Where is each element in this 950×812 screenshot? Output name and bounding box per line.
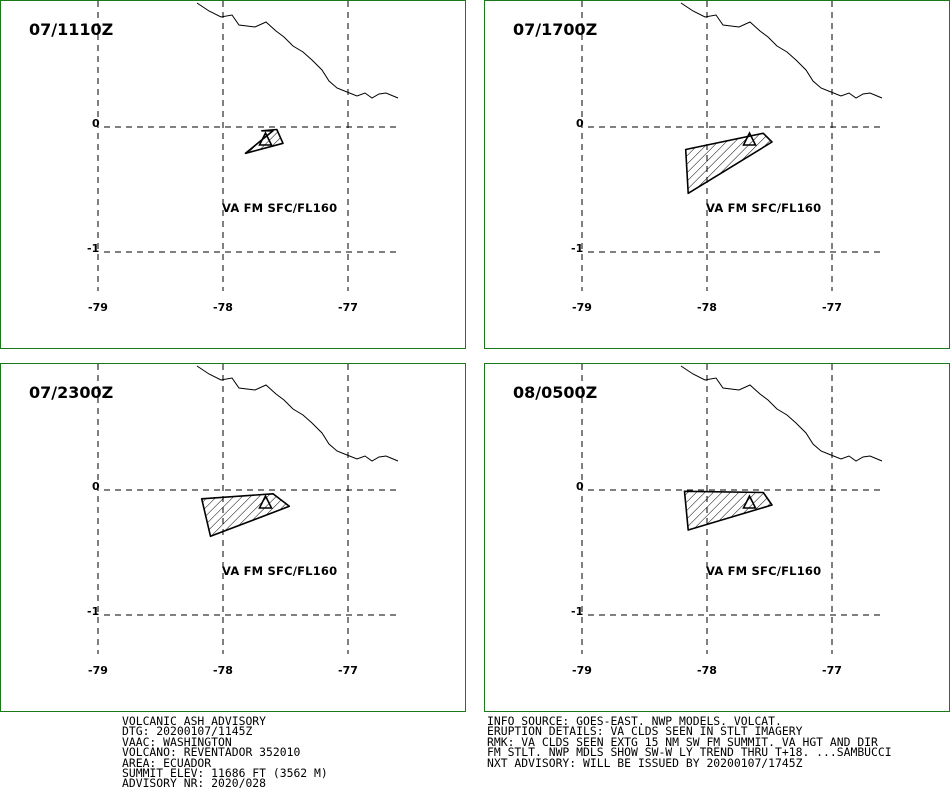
forecast-panel-0723: 07/2300Z VA FM SFC/FL160 -79 -78 -77 0 -1 (0, 363, 466, 712)
latitude-tick-label: -1 (571, 605, 584, 618)
longitude-tick-label: -78 (213, 301, 233, 314)
longitude-tick-label: -78 (213, 664, 233, 677)
coastline (680, 2, 883, 99)
longitude-tick-label: -78 (697, 301, 717, 314)
map-canvas (97, 364, 401, 654)
va-altitude-label: VA FM SFC/FL160 (706, 564, 822, 578)
ash-cloud-polygon (683, 490, 773, 531)
map-canvas (581, 364, 885, 654)
longitude-tick-label: -77 (822, 301, 842, 314)
va-altitude-label: VA FM SFC/FL160 (706, 201, 822, 215)
latitude-tick-label: -1 (87, 242, 100, 255)
latitude-tick-label: -1 (571, 242, 584, 255)
ash-cloud-polygon (244, 128, 284, 155)
coastline (196, 2, 399, 99)
ash-cloud-polygon (684, 132, 773, 195)
advisory-line: INFO SOURCE: GOES-EAST. NWP MODELS. VOLC… (487, 714, 782, 728)
coastline (196, 365, 399, 462)
volcano-triangle-icon (742, 131, 757, 146)
longitude-tick-label: -79 (88, 664, 108, 677)
longitude-tick-label: -78 (697, 664, 717, 677)
advisory-line: FM STLT. NWP MDLS SHOW SW-W LY TREND THR… (487, 745, 892, 760)
coastline (680, 365, 883, 462)
longitude-tick-label: -77 (822, 664, 842, 677)
advisory-header-text: VOLCANIC ASH ADVISORY DTG: 20200107/1145… (122, 714, 328, 791)
advisory-line: RMK: VA CLDS SEEN EXTG 15 NM SW FM SUMMI… (487, 734, 878, 749)
advisory-line: AREA: ECUADOR (122, 755, 212, 770)
panel-title: 07/1110Z (29, 20, 114, 39)
latitude-tick-label: 0 (576, 480, 584, 493)
advisory-remarks-text: INFO SOURCE: GOES-EAST. NWP MODELS. VOLC… (487, 714, 892, 770)
latitude-tick-label: -1 (87, 605, 100, 618)
longitude-tick-label: -77 (338, 301, 358, 314)
latitude-tick-label: 0 (576, 117, 584, 130)
forecast-panel-0805: 08/0500Z VA FM SFC/FL160 -79 -78 -77 0 -1 (484, 363, 950, 712)
latitude-tick-label: 0 (92, 117, 100, 130)
longitude-tick-label: -77 (338, 664, 358, 677)
volcano-triangle-icon (742, 494, 757, 509)
longitude-tick-label: -79 (572, 664, 592, 677)
panel-title: 07/2300Z (29, 383, 114, 402)
advisory-line: ERUPTION DETAILS: VA CLDS SEEN IN STLT I… (487, 724, 803, 739)
advisory-line: NXT ADVISORY: WILL BE ISSUED BY 20200107… (487, 755, 803, 770)
panel-title: 07/1700Z (513, 20, 598, 39)
forecast-panel-0711: 07/1110Z VA FM SFC/FL160 -79 -78 -77 0 -1 (0, 0, 466, 349)
panel-title: 08/0500Z (513, 383, 598, 402)
advisory-line: SUMMIT ELEV: 11686 FT (3562 M) (122, 766, 328, 781)
map-canvas (581, 1, 885, 291)
volcano-triangle-icon (258, 494, 273, 509)
longitude-tick-label: -79 (572, 301, 592, 314)
latitude-tick-label: 0 (92, 480, 100, 493)
advisory-line: VAAC: WASHINGTON (122, 734, 232, 749)
va-altitude-label: VA FM SFC/FL160 (222, 201, 338, 215)
advisory-line: VOLCANIC ASH ADVISORY (122, 714, 267, 728)
advisory-line: DTG: 20200107/1145Z (122, 724, 253, 739)
ash-cloud-polygon (200, 493, 291, 538)
advisory-line: ADVISORY NR: 2020/028 (122, 776, 267, 791)
volcano-triangle-icon (258, 131, 273, 146)
longitude-tick-label: -79 (88, 301, 108, 314)
va-altitude-label: VA FM SFC/FL160 (222, 564, 338, 578)
forecast-panel-0717: 07/1700Z VA FM SFC/FL160 -79 -78 -77 0 -1 (484, 0, 950, 349)
advisory-line: VOLCANO: REVENTADOR 352010 (122, 745, 301, 760)
map-canvas (97, 1, 401, 291)
